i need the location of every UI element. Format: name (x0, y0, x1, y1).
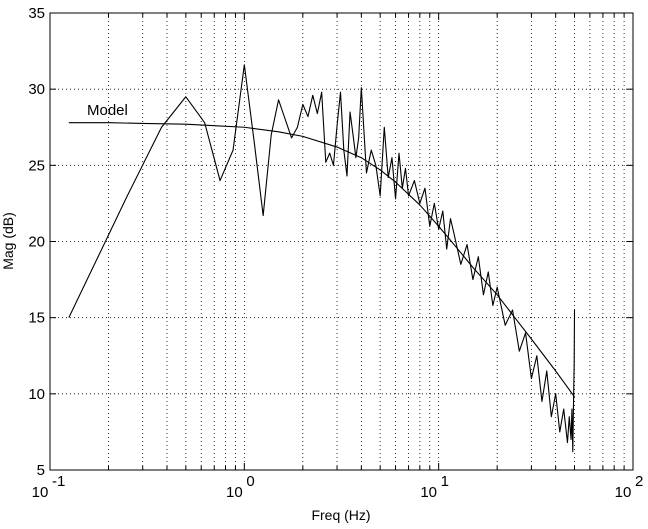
y-tick-label: 10 (28, 386, 45, 403)
series-model-line (68, 122, 575, 398)
x-tick-label-exponent: 0 (246, 473, 254, 490)
x-tick-label-exponent: 1 (441, 473, 449, 490)
x-tick-label: 10 (420, 484, 437, 501)
plot-frame (49, 12, 634, 471)
x-tick-label-exponent: -1 (52, 473, 65, 490)
x-tick-label: 10 (226, 484, 243, 501)
x-tick-label: 10 (615, 484, 632, 501)
y-tick-label: 30 (28, 81, 45, 98)
y-tick-label: 5 (37, 462, 45, 479)
y-tick-label: 25 (28, 157, 45, 174)
x-tick-label-exponent: 2 (635, 473, 643, 490)
x-tick-label: 10 (32, 484, 49, 501)
y-tick-label: 15 (28, 310, 45, 327)
y-tick-label: 35 (28, 5, 45, 22)
series-layer (68, 64, 576, 453)
model-annotation: Model (87, 102, 128, 119)
y-axis-label: Mag (dB) (0, 212, 16, 270)
y-tick-label: 20 (28, 234, 45, 251)
series-measured-line (68, 64, 576, 453)
axis-ticks (49, 12, 633, 471)
grid (50, 13, 633, 470)
x-axis-label: Freq (Hz) (311, 507, 370, 523)
